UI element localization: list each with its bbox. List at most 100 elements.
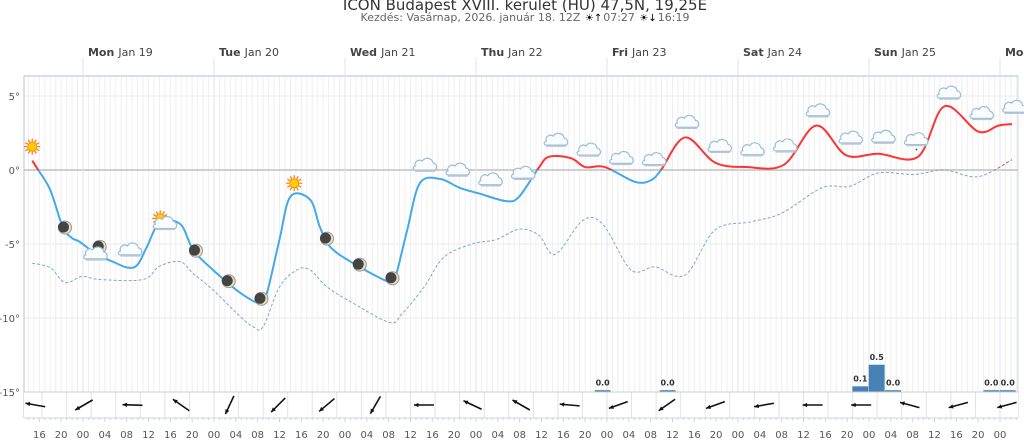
wind-arrow-icon	[997, 401, 1017, 409]
hour-label: 12	[404, 430, 417, 441]
day-label: Tue Jan 20	[219, 46, 279, 59]
hour-label: 20	[579, 430, 592, 441]
hour-label: 08	[382, 430, 395, 441]
moon-icon	[319, 231, 334, 246]
temperature-line-above-zero	[31, 105, 1013, 170]
hour-label: 20	[317, 430, 330, 441]
hour-label: 16	[688, 430, 701, 441]
wind-arrow-icon	[705, 400, 726, 410]
series-lines	[31, 105, 1013, 331]
day-name: Sun	[874, 46, 898, 59]
cloud-icon	[969, 105, 994, 121]
hour-label: 08	[906, 430, 919, 441]
hour-label: 08	[775, 430, 788, 441]
wind-arrow-icon	[512, 399, 531, 411]
day-name: Mon	[88, 46, 114, 59]
hour-label: 16	[295, 430, 308, 441]
wind-arrow-icon	[413, 402, 434, 408]
hour-label: 04	[884, 430, 897, 441]
hour-label: 08	[120, 430, 133, 441]
moon-cloud-icon	[83, 239, 108, 261]
hour-label: 12	[928, 430, 941, 441]
wind-arrow-icon	[559, 402, 580, 407]
chart-subtitle: Kezdés: Vasárnap, 2026. január 18. 12Z ☀…	[0, 11, 1024, 24]
hour-label: 00	[77, 430, 90, 441]
wind-arrow-icon	[122, 402, 143, 407]
hour-label: 04	[98, 430, 111, 441]
precipitation-label: 0.5	[870, 353, 885, 362]
wind-arrow-icon	[25, 401, 46, 408]
precipitation-label: 0.0	[984, 379, 999, 388]
chart-title: ICON Budapest XVIII. kerület (HU) 47,5N,…	[342, 0, 708, 14]
cloud-icon	[936, 85, 962, 100]
moon-icon	[352, 257, 367, 272]
hour-label: 12	[142, 430, 155, 441]
hour-label: 00	[863, 430, 876, 441]
hour-label: 16	[557, 430, 570, 441]
wind-arrow-icon	[948, 401, 969, 409]
hour-label: 20	[972, 430, 985, 441]
weather-icons	[24, 85, 1024, 306]
moon-icon	[57, 220, 72, 235]
y-tick-label: 0°	[9, 166, 20, 177]
wind-arrow-icon	[369, 395, 382, 415]
temperature-line-below-zero	[37, 170, 663, 305]
sunrise-time: 07:27	[603, 11, 635, 24]
hour-label: 16	[426, 430, 439, 441]
hour-label: 16	[950, 430, 963, 441]
hour-label: 12	[535, 430, 548, 441]
sun-cloud-icon	[152, 210, 178, 231]
wind-arrow-icon	[318, 397, 335, 413]
day-date: Jan 23	[631, 46, 666, 59]
cloud-icon	[641, 152, 667, 167]
hour-label: 20	[841, 430, 854, 441]
hour-label: 04	[491, 430, 504, 441]
hour-label: 08	[251, 430, 264, 441]
hour-label: 12	[273, 430, 286, 441]
cloud-icon	[674, 114, 700, 130]
cloud-icon	[576, 142, 601, 157]
wind-arrow-icon	[74, 399, 93, 411]
day-name: Mon	[1005, 46, 1024, 59]
day-label: Sun Jan 25	[874, 46, 936, 59]
hour-label: 00	[732, 430, 745, 441]
wind-arrow-icon	[754, 402, 775, 409]
cloud-icon	[838, 130, 863, 145]
y-tick-label: 5°	[9, 92, 20, 103]
hour-label: 20	[448, 430, 461, 441]
day-date: Jan 19	[117, 46, 152, 59]
hour-label: 04	[622, 430, 635, 441]
hour-label: 08	[644, 430, 657, 441]
precipitation-label: 0.0	[886, 379, 901, 388]
hour-label: 20	[186, 430, 199, 441]
cloud-icon	[772, 138, 798, 153]
precipitation-label: 0.1	[853, 375, 868, 384]
hour-label: 00	[208, 430, 221, 441]
hour-label: 00	[339, 430, 352, 441]
day-name: Thu	[481, 46, 504, 59]
cloud-icon	[445, 162, 470, 177]
hour-label: 16	[33, 430, 46, 441]
sunset-icon: ☀↓	[639, 13, 657, 24]
day-label: Thu Jan 22	[481, 46, 543, 59]
day-name: Sat	[743, 46, 764, 59]
precipitation-bar	[852, 386, 869, 393]
wind-arrow-icon	[172, 398, 190, 412]
precipitation-bar	[868, 364, 885, 393]
day-date: Jan 24	[767, 46, 802, 59]
day-name: Fri	[612, 46, 628, 59]
day-labels: Mon Jan 19 Tue Jan 20 Wed Jan 21 Thu Jan 22 Fri J…	[88, 46, 1024, 59]
hour-label: 20	[710, 430, 723, 441]
day-date: Jan 25	[901, 46, 936, 59]
hour-label: 04	[753, 430, 766, 441]
hour-label: 20	[55, 430, 68, 441]
precipitation-label: 0.0	[661, 379, 676, 388]
moon-icon	[188, 243, 203, 258]
day-label: Wed Jan 21	[350, 46, 416, 59]
wind-arrow-icon	[899, 401, 920, 409]
hour-label: 00	[994, 430, 1007, 441]
wind-arrow-icon	[802, 402, 823, 408]
y-tick-label: -15°	[0, 388, 20, 399]
day-label: Mon Jan 19	[88, 46, 153, 59]
day-name: Tue	[219, 46, 241, 59]
